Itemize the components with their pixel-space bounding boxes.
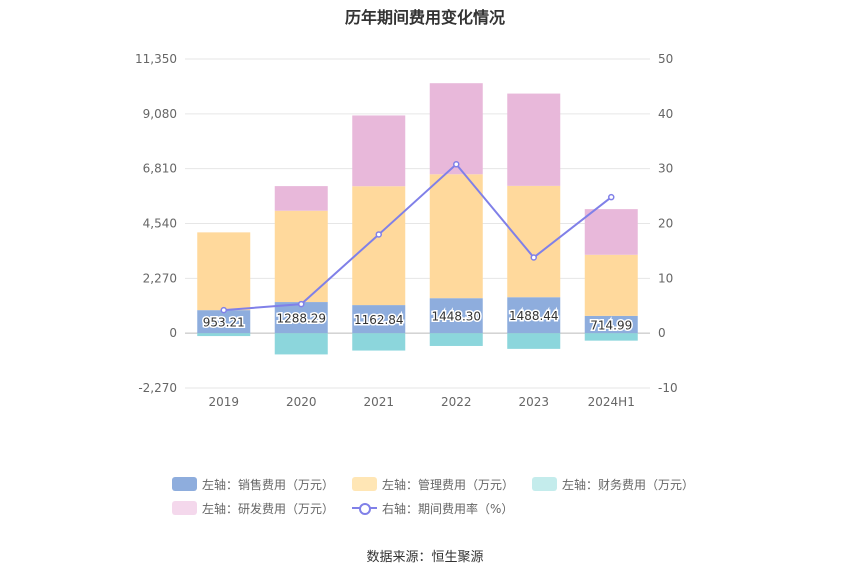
bar-sales-expense [352,305,406,334]
chart-title: 历年期间费用变化情况 [344,8,505,27]
left-axis-tick-label: 11,350 [135,52,177,66]
bar-admin-expense [507,185,561,298]
data-label-sales: 1448.30 [431,310,481,324]
bar-finance-expense [507,333,561,349]
bar-sales-expense [429,298,483,334]
right-axis-tick-label: -10 [658,381,678,395]
bar-finance-expense [584,333,638,341]
bar-sales-expense [197,310,251,334]
bar-rd-expense [584,209,638,255]
bar-admin-expense [352,186,406,306]
right-axis-tick-label: 40 [658,107,673,121]
left-axis-tick-label: 4,540 [143,217,177,231]
left-axis-tick-label: 6,810 [143,162,177,176]
bar-admin-expense [274,210,328,303]
right-axis-tick-label: 50 [658,52,673,66]
legend-label-admin: 左轴：管理费用（万元） [382,477,515,492]
legend-swatch-rd [172,501,197,515]
legend-swatch-finance [532,477,558,491]
data-source: 数据来源：恒生聚源 [366,550,484,565]
data-label-sales: 953.21 [203,316,245,330]
x-axis-tick-label: 2023 [518,395,549,409]
bar-admin-expense [429,174,483,299]
x-axis-tick-label: 2020 [286,395,317,409]
bar-finance-expense [197,333,251,337]
bar-rd-expense [274,186,328,211]
left-axis-tick-label: 9,080 [143,107,177,121]
point-expense-ratio [608,193,615,201]
legend-swatch-admin [352,477,378,491]
x-axis-tick-label: 2021 [363,395,394,409]
legend-item-admin[interactable]: 左轴：管理费用（万元） [352,476,514,493]
legend-label-rd: 左轴：研发费用（万元） [202,501,335,516]
point-expense-ratio [220,306,227,314]
x-axis-tick-label: 2019 [208,395,239,409]
legend-item-rd[interactable]: 左轴：研发费用（万元） [172,500,334,517]
legend-label-sales: 左轴：销售费用（万元） [202,477,335,492]
data-label-sales: 1288.29 [276,312,326,326]
data-label-sales: 1488.44 [509,309,559,323]
legend-swatch-sales [172,477,197,491]
legend-item-sales[interactable]: 左轴：销售费用（万元） [172,476,334,493]
left-axis-tick-label: -2,270 [138,381,177,395]
x-axis-tick-label: 2024H1 [588,395,635,409]
point-expense-ratio [530,254,537,261]
bar-rd-expense [507,93,561,186]
bar-finance-expense [352,333,406,351]
bar-sales-expense [507,297,561,334]
left-axis-tick-label: 2,270 [143,271,177,285]
right-axis-tick-label: 0 [658,326,666,340]
point-expense-ratio [453,161,460,168]
line-expense-ratio [223,162,612,312]
data-label-sales: 1162.84 [354,313,404,327]
bar-admin-expense [197,232,251,311]
bar-finance-expense [429,333,483,346]
legend-label-expense-ratio: 右轴：期间费用率（%） [382,501,514,516]
bar-admin-expense [584,254,638,316]
right-axis-tick-label: 10 [658,271,673,285]
legend-item-finance[interactable]: 左轴：财务费用（万元） [532,476,694,493]
legend-item-expense-ratio[interactable]: 右轴：期间费用率（%） [352,500,513,517]
x-axis-tick-label: 2022 [441,395,472,409]
right-axis-tick-label: 30 [658,162,673,176]
bar-finance-expense [274,333,328,355]
bar-sales-expense [584,315,638,334]
bar-rd-expense [352,115,406,187]
chart-svg: -2,270 0 2,270 4,540 6,810 9,080 11,350 -10 0 10 2… [135,52,678,409]
right-axis-tick-label: 20 [658,217,673,231]
bar-rd-expense [429,83,483,175]
point-expense-ratio [298,300,305,308]
point-expense-ratio [375,231,382,238]
left-axis-tick-label: 0 [169,326,177,340]
legend: 左轴：销售费用（万元） 左轴：管理费用（万元） 左轴：财务费用（万元） 左轴：研… [172,472,732,520]
legend-label-finance: 左轴：财务费用（万元） [562,477,695,492]
data-label-sales: 714.99 [590,319,632,333]
legend-swatch-expense-ratio [352,501,378,515]
